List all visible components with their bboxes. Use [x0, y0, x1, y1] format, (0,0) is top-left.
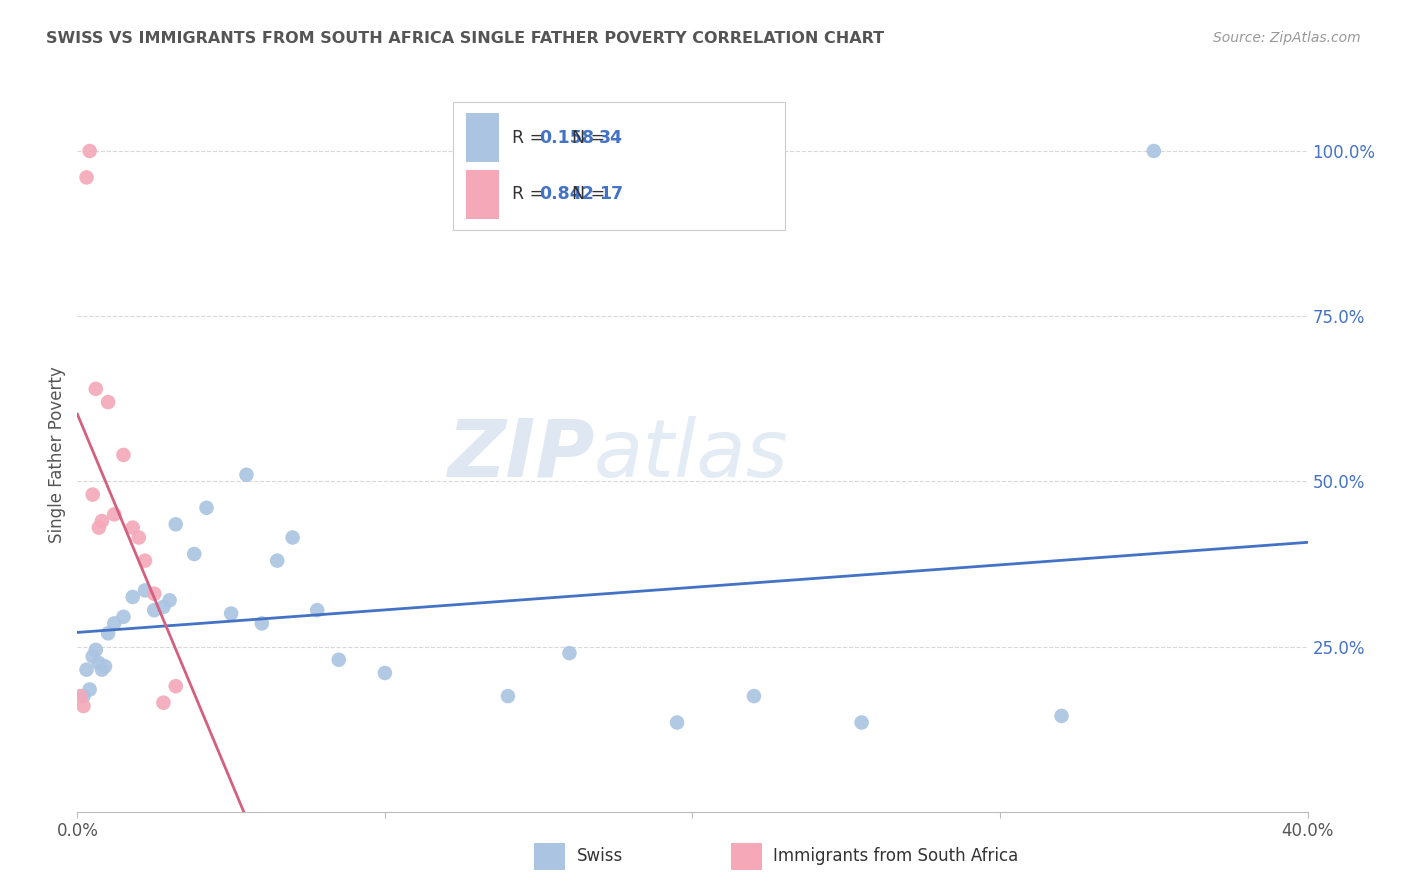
Point [496, 689, 519, 703]
Point [1050, 709, 1073, 723]
Text: N =: N = [572, 128, 610, 146]
Point [79, 682, 101, 697]
Point [152, 696, 174, 710]
Text: R =: R = [512, 128, 550, 146]
Point [143, 587, 166, 601]
Point [87, 520, 110, 534]
Point [266, 554, 288, 568]
Point [281, 531, 304, 545]
Point [103, 508, 125, 522]
Point [72, 698, 94, 713]
Point [128, 531, 150, 545]
Point [159, 593, 181, 607]
Point [851, 715, 873, 730]
Point [90, 514, 114, 528]
Point [307, 603, 329, 617]
Point [219, 607, 242, 621]
Text: N =: N = [572, 186, 610, 203]
Point [72, 689, 94, 703]
Point [84, 382, 107, 396]
Point [374, 665, 396, 680]
Point [87, 656, 110, 670]
Text: 17: 17 [599, 186, 623, 203]
Point [90, 663, 114, 677]
Point [97, 626, 120, 640]
Point [76, 663, 98, 677]
Point [143, 603, 166, 617]
Point [195, 500, 218, 515]
Text: 0.158: 0.158 [538, 128, 593, 146]
Text: atlas: atlas [595, 416, 789, 494]
Point [666, 715, 689, 730]
Text: Immigrants from South Africa: Immigrants from South Africa [773, 847, 1018, 865]
Text: SWISS VS IMMIGRANTS FROM SOUTH AFRICA SINGLE FATHER POVERTY CORRELATION CHART: SWISS VS IMMIGRANTS FROM SOUTH AFRICA SI… [46, 31, 884, 46]
Point [250, 616, 273, 631]
Point [112, 448, 135, 462]
Point [165, 517, 187, 532]
Point [82, 649, 104, 664]
Point [165, 679, 187, 693]
Point [558, 646, 581, 660]
Point [79, 144, 101, 158]
Text: 34: 34 [599, 128, 623, 146]
Point [121, 590, 143, 604]
Text: 0.842: 0.842 [538, 186, 593, 203]
Text: Swiss: Swiss [576, 847, 623, 865]
Point [69, 689, 91, 703]
Point [742, 689, 765, 703]
Point [76, 170, 98, 185]
Point [121, 520, 143, 534]
Point [235, 467, 257, 482]
Point [134, 583, 156, 598]
Text: ZIP: ZIP [447, 416, 595, 494]
Point [82, 487, 104, 501]
Point [94, 659, 117, 673]
Text: Source: ZipAtlas.com: Source: ZipAtlas.com [1213, 31, 1361, 45]
Point [328, 653, 350, 667]
Point [112, 609, 135, 624]
Y-axis label: Single Father Poverty: Single Father Poverty [48, 367, 66, 543]
Point [152, 599, 174, 614]
Point [134, 554, 156, 568]
Point [97, 395, 120, 409]
Point [84, 643, 107, 657]
Point [1143, 144, 1166, 158]
Point [103, 616, 125, 631]
Point [183, 547, 205, 561]
Text: R =: R = [512, 186, 550, 203]
